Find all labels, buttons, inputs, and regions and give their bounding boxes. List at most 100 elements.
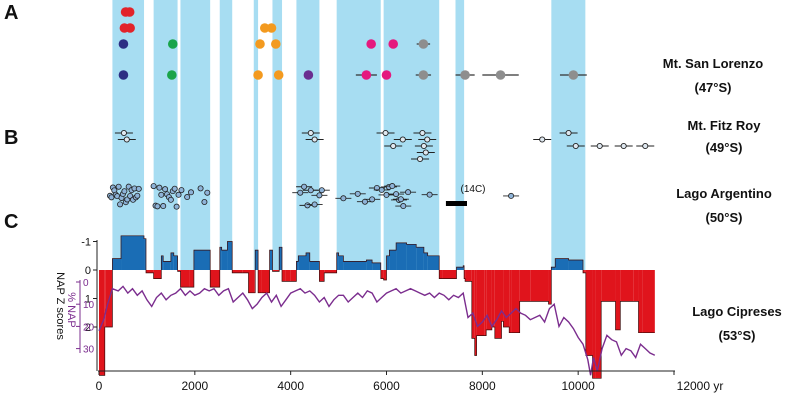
argentino-point-41: [297, 189, 304, 196]
san-lorenzo-point-3-1: [167, 70, 177, 80]
z-score-bar-32: [285, 270, 291, 282]
argentino-point-19: [134, 192, 141, 199]
interval-band-5: [272, 0, 283, 270]
argentino-point-43: [304, 202, 311, 209]
san-lorenzo-point-3-2: [253, 70, 263, 80]
z-score-bar-58: [463, 265, 465, 270]
z-score-bar-75: [551, 267, 556, 270]
argentino-point-35: [178, 187, 185, 194]
argentino-point-33: [173, 203, 180, 210]
argentino-point-39: [201, 199, 208, 206]
argentino-point-26: [160, 203, 167, 210]
z-score-bar-37: [309, 261, 320, 270]
san-lorenzo-point-3-6: [381, 70, 392, 80]
panel-letter-c: C: [4, 211, 18, 233]
z-score-bar-77: [568, 260, 583, 270]
argentino-point-1: [108, 194, 115, 201]
nap-tick-label-2: 20: [83, 322, 95, 333]
argentino-point-50: [361, 198, 368, 205]
z-score-bar-76: [555, 258, 569, 270]
z-tick-label-0: -1: [81, 237, 91, 249]
x-ticks: 0 2000 4000 6000 8000 10000 12000 yr: [96, 371, 723, 393]
z-score-bar-5: [144, 238, 146, 270]
z-score-bar-70: [509, 270, 512, 333]
argentino-point-34: [175, 191, 182, 198]
argentino-point-60: [400, 203, 407, 210]
z-score-bar-21: [232, 270, 243, 273]
san-lorenzo-point-3-3: [273, 70, 284, 80]
z-score-bar-59: [464, 270, 466, 279]
z-score-bar-79: [584, 270, 586, 273]
san-lorenzo-point-3-7: [418, 70, 429, 80]
z-score-bar-52: [423, 252, 428, 270]
z-score-bar-86: [633, 270, 639, 302]
argentino-point-6: [115, 183, 122, 190]
argentino-point-57: [393, 191, 400, 198]
z-score-bar-73: [530, 270, 549, 302]
x-tick-label-8000: 8000: [469, 379, 496, 393]
z-score-bar-41: [338, 255, 344, 270]
argentino-point-24: [156, 184, 163, 191]
z-score-bar-72: [519, 270, 531, 302]
interval-band-9: [455, 0, 465, 270]
fitz-roy-point-11: [416, 155, 424, 163]
z-score-bar-34: [296, 261, 299, 270]
z-score-bar-1: [104, 270, 106, 327]
fitz-roy-point-3: [311, 136, 318, 143]
argentino-point-38: [197, 185, 204, 192]
argentino-point-21: [150, 183, 157, 190]
interval-band-3: [219, 0, 233, 270]
z-tick-label-1: 0: [85, 265, 91, 277]
z-score-outline: [99, 235, 655, 379]
argentino-point-27: [162, 186, 169, 193]
argentino-point-37: [187, 189, 194, 196]
z-score-bar-66: [491, 270, 495, 327]
z-tick-label-2: 1: [85, 294, 91, 306]
fitz-roy-point-7: [419, 129, 426, 137]
z-score-bar-81: [592, 270, 596, 379]
fitz-roy-point-13: [565, 129, 572, 137]
z-score-bar-40: [336, 252, 339, 270]
fitz-roy-point-8: [424, 136, 431, 143]
san-lorenzo-point-2-6: [418, 39, 429, 49]
z-score-fills: [99, 235, 655, 379]
z-score-bar-61: [471, 270, 475, 339]
panel-letter-b: B: [4, 127, 18, 149]
nap-ticks: 0 10 20 30: [76, 278, 95, 356]
z-score-bar-60: [465, 270, 472, 282]
argentino-point-59: [397, 196, 404, 203]
san-lorenzo-point-1-1: [125, 23, 135, 33]
z-score-bar-47: [386, 255, 390, 270]
z-score-bar-12: [177, 270, 181, 272]
c14-bar: [445, 201, 467, 206]
x-tick-label-2000: 2000: [181, 379, 208, 393]
z-score-bar-30: [279, 247, 283, 270]
z-score-bar-85: [620, 270, 634, 302]
z-score-bar-84: [615, 270, 621, 330]
z-score-bar-53: [427, 255, 440, 270]
san-lorenzo-point-3-0: [118, 70, 129, 80]
argentino-point-47: [318, 187, 325, 194]
san-lorenzo-point-3-10: [568, 70, 579, 80]
z-score-bar-49: [396, 242, 407, 270]
argentino-point-36: [184, 194, 191, 201]
z-score-bar-62: [474, 270, 477, 356]
z-score-bar-87: [638, 270, 643, 333]
argentino-point-25: [158, 191, 165, 198]
z-score-bar-44: [372, 262, 381, 270]
site-lat-cipreses: (53°S): [719, 328, 756, 343]
z-score-bar-56: [455, 270, 457, 279]
argentino-point-62: [426, 191, 433, 198]
san-lorenzo-point-3-4: [303, 70, 314, 80]
z-score-bar-88: [642, 270, 655, 333]
san-lorenzo-point-2-4: [366, 39, 376, 49]
fitz-roy-point-5: [390, 142, 397, 150]
san-lorenzo-point-3-9: [495, 70, 506, 80]
z-score-bar-54: [439, 270, 443, 279]
z-score-bar-65: [486, 270, 492, 330]
argentino-point-10: [121, 188, 128, 195]
argentino-point-49: [354, 190, 361, 197]
interval-band-2: [180, 0, 211, 270]
site-lat-fitz-roy: (49°S): [706, 140, 743, 155]
